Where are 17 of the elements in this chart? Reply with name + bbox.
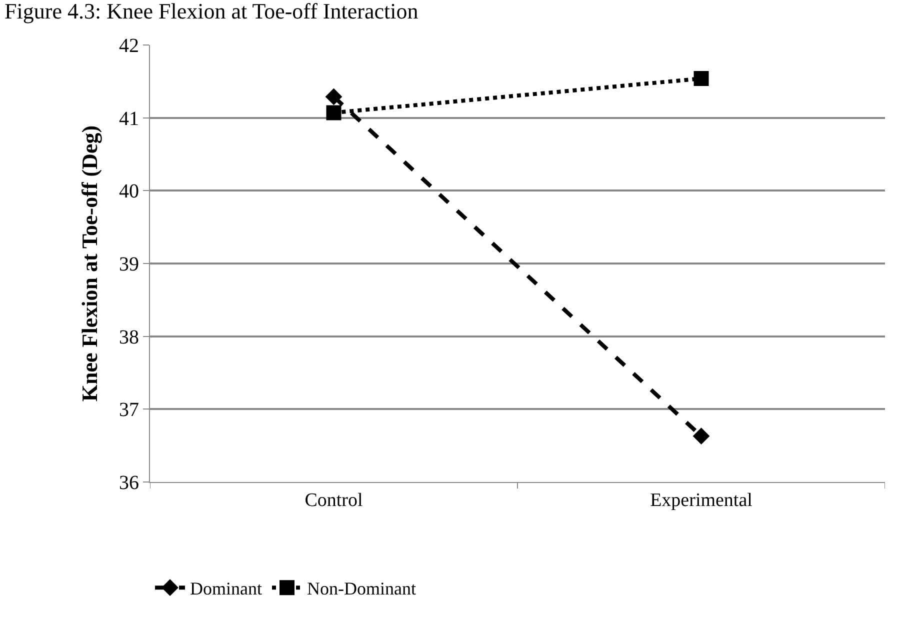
y-tick-label: 39 — [119, 254, 139, 276]
y-tick-label: 40 — [119, 180, 139, 203]
point — [325, 88, 342, 106]
x-tick-label: Experimental — [650, 490, 752, 511]
y-tick-label: 41 — [119, 108, 139, 130]
y-tick-label: 38 — [119, 326, 139, 348]
y-axis-title: Knee Flexion at Toe-off (Deg) — [76, 125, 102, 402]
legend-label: Non-Dominant — [307, 578, 416, 599]
y-tick-label: 42 — [119, 35, 139, 57]
x-tick-label: Control — [304, 490, 363, 511]
legend-label: Dominant — [190, 578, 262, 599]
point — [326, 105, 342, 120]
point — [694, 71, 709, 86]
point — [692, 428, 710, 445]
y-tick-label: 36 — [119, 472, 139, 494]
y-tick-label: 37 — [119, 399, 139, 422]
chart-title: Figure 4.3: Knee Flexion at Toe-off Interaction — [4, 0, 418, 24]
